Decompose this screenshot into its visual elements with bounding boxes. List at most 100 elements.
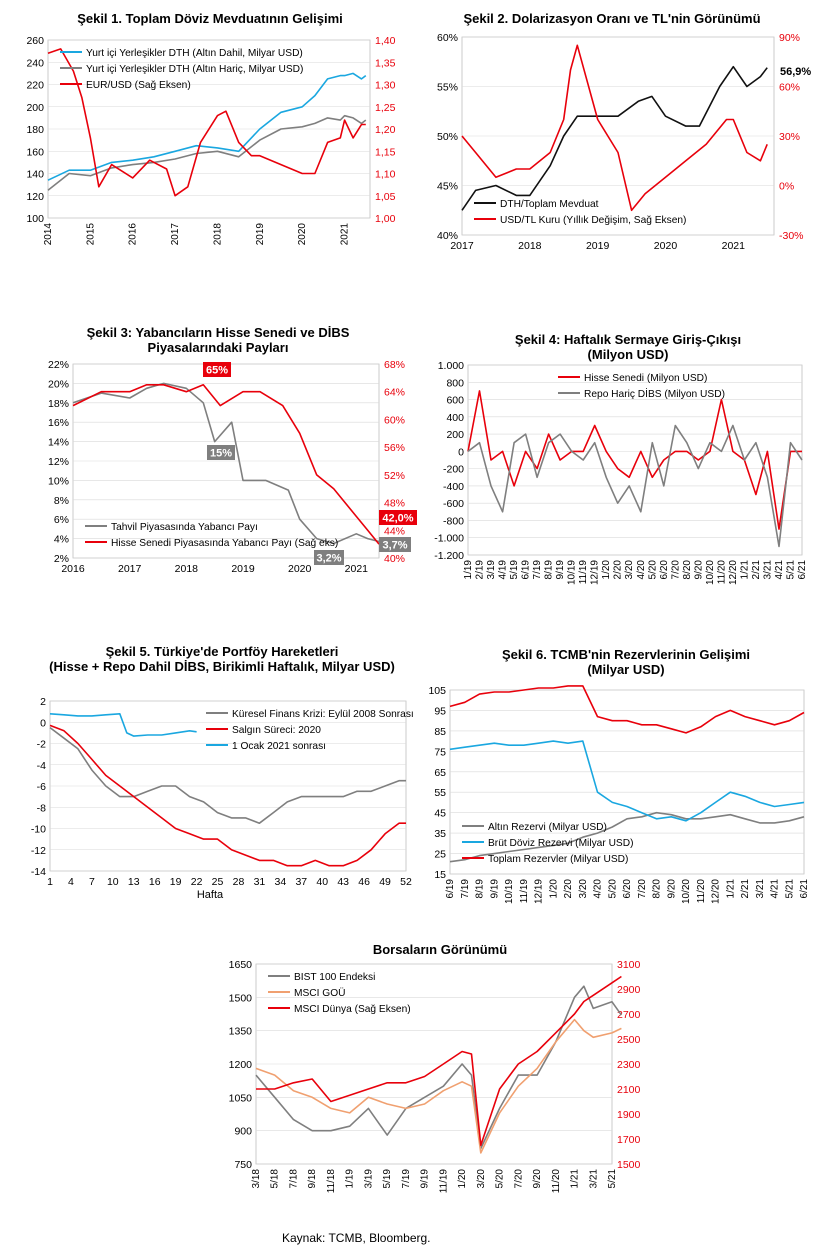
y-tick-label-right: 60%: [384, 414, 405, 426]
y-tick-label-right: 2900: [617, 984, 641, 996]
x-tick-label: 2021: [722, 240, 746, 252]
x-tick-label: 5/19: [382, 1169, 393, 1189]
chart-title: (Milyon USD): [588, 347, 669, 362]
x-tick-label: 8/19: [544, 560, 555, 580]
legend-label: Yurt içi Yerleşikler DTH (Altın Dahil, M…: [86, 48, 303, 59]
x-tick-label: 43: [337, 876, 349, 888]
x-tick-label: 7: [89, 876, 95, 888]
chart-title: Şekil 3: Yabancıların Hisse Senedi ve Dİ…: [87, 325, 350, 340]
series-line-1: [72, 383, 380, 545]
x-tick-label: 40: [316, 876, 328, 888]
x-tick-label: 2/20: [563, 879, 574, 899]
y-tick-label-right: 64%: [384, 387, 405, 399]
x-tick-label: 10/20: [681, 879, 692, 904]
y-tick-label-right: 1,15: [375, 146, 396, 158]
x-tick-label: 2020: [297, 223, 308, 246]
y-tick-label: 750: [234, 1159, 252, 1171]
x-tick-label: 2020: [654, 240, 678, 252]
legend-label: Brüt Döviz Rezervi (Milyar USD): [488, 838, 633, 849]
y-tick-label-right: 1,35: [375, 57, 396, 69]
y-tick-label: 220: [26, 80, 44, 92]
y-tick-label: 400: [446, 412, 464, 424]
x-tick-label: 3/21: [588, 1169, 599, 1189]
chart-title: Borsaların Görünümü: [373, 942, 507, 957]
x-tick-label: 3/20: [624, 560, 635, 580]
chart-title: Şekil 2. Dolarizasyon Oranı ve TL'nin Gö…: [463, 11, 760, 26]
x-tick-label: 25: [212, 876, 224, 888]
x-tick-label: 3/21: [762, 560, 773, 580]
x-tick-label: 46: [358, 876, 370, 888]
series-line-0: [72, 382, 380, 545]
chart-title: Şekil 6. TCMB'nin Rezervlerinin Gelişimi: [502, 647, 750, 662]
x-tick-label: 7/18: [288, 1169, 299, 1189]
x-tick-label: 7/20: [513, 1169, 524, 1189]
chart-dolarizasyon: Şekil 2. Dolarizasyon Oranı ve TL'nin Gö…: [437, 11, 811, 252]
x-tick-label: 2/19: [475, 560, 486, 580]
annotation-label: 3,7%: [382, 540, 407, 552]
x-tick-label: 9/20: [532, 1169, 543, 1189]
legend-label: Hisse Senedi (Milyon USD): [584, 373, 707, 384]
x-tick-label: 2019: [255, 223, 266, 246]
x-tick-label: 2/21: [740, 879, 751, 899]
legend-label: EUR/USD (Sağ Eksen): [86, 80, 191, 91]
y-tick-label: -6: [37, 781, 46, 793]
chart-title: Şekil 5. Türkiye'de Portföy Hareketleri: [106, 644, 339, 659]
x-tick-label: 2019: [231, 563, 255, 575]
x-tick-label: 9/20: [693, 560, 704, 580]
y-tick-label: 25: [434, 849, 446, 861]
x-tick-label: 7/20: [670, 560, 681, 580]
x-tick-label: 10/19: [504, 879, 515, 904]
chart-yabanci-paylari: Şekil 3: Yabancıların Hisse Senedi ve Dİ…: [48, 325, 417, 575]
chart-title: Şekil 4: Haftalık Sermaye Giriş-Çıkışı: [515, 332, 741, 347]
x-tick-label: 5/21: [784, 879, 795, 899]
y-tick-label: 75: [434, 746, 446, 758]
y-tick-label: 16%: [48, 417, 69, 429]
x-tick-label: 3/20: [578, 879, 589, 899]
y-tick-label-right: 48%: [384, 498, 405, 510]
x-tick-label: 4/21: [774, 560, 785, 580]
y-tick-label-right: 2500: [617, 1034, 641, 1046]
x-tick-label: 11/19: [438, 1169, 449, 1194]
x-tick-label: 2018: [518, 240, 542, 252]
y-tick-label: 12%: [48, 456, 69, 468]
y-tick-label-right: 1,30: [375, 80, 396, 92]
y-tick-label: 60%: [437, 32, 458, 44]
x-tick-label: 13: [128, 876, 140, 888]
y-tick-label: 1050: [229, 1092, 253, 1104]
x-tick-label: 5/20: [607, 879, 618, 899]
annotation-label: 42,0%: [382, 513, 413, 525]
y-tick-label: 8%: [54, 495, 69, 507]
chart-doviz-mevduati: Şekil 1. Toplam Döviz Mevduatının Gelişi…: [26, 11, 395, 245]
y-tick-label: 10%: [48, 475, 69, 487]
x-axis-label: Hafta: [197, 889, 224, 901]
y-tick-label: 600: [446, 395, 464, 407]
x-tick-label: 1/20: [601, 560, 612, 580]
y-tick-label: 160: [26, 146, 44, 158]
x-tick-label: 3/18: [251, 1169, 262, 1189]
legend-label: 1 Ocak 2021 sonrası: [232, 741, 326, 752]
x-tick-label: 49: [379, 876, 391, 888]
y-tick-label: 1500: [229, 992, 253, 1004]
end-value-label: 56,9%: [780, 66, 811, 78]
chart-title: (Hisse + Repo Dahil DİBS, Birikimli Haft…: [49, 659, 395, 674]
x-tick-label: 2018: [175, 563, 199, 575]
y-tick-label-right: 2700: [617, 1009, 641, 1021]
y-tick-label: 800: [446, 377, 464, 389]
y-tick-label: -2: [37, 739, 46, 751]
x-tick-label: 19: [170, 876, 182, 888]
y-tick-label: -1.200: [434, 550, 464, 562]
series-line-0: [449, 811, 805, 863]
x-tick-label: 2017: [118, 563, 142, 575]
y-tick-label: -8: [37, 802, 46, 814]
y-tick-label: 20%: [48, 378, 69, 390]
y-tick-label: 180: [26, 124, 44, 136]
x-tick-label: 3/19: [363, 1169, 374, 1189]
y-tick-label: 35: [434, 828, 446, 840]
y-tick-label-right: 1,25: [375, 102, 396, 114]
y-tick-label-right: 0%: [779, 181, 794, 193]
y-tick-label: -1.000: [434, 533, 464, 545]
x-tick-label: 9/20: [666, 879, 677, 899]
y-tick-label: 18%: [48, 398, 69, 410]
series-line-0: [49, 726, 406, 825]
